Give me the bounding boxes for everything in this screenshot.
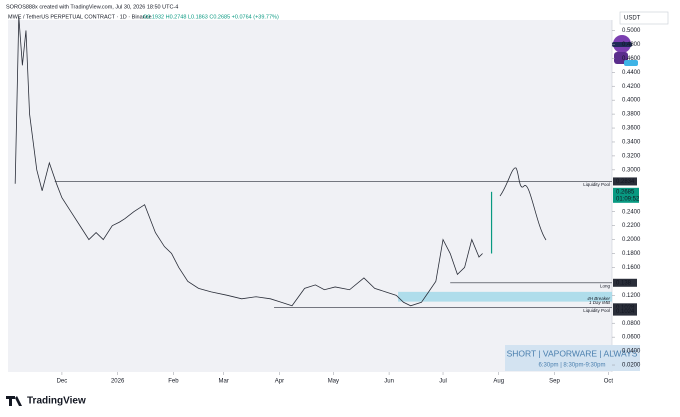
price-tag	[613, 307, 637, 316]
price-tag	[613, 177, 637, 186]
level-label: Liquidity Pool	[583, 308, 610, 313]
x-tick-label: May	[328, 379, 339, 385]
x-tick-label: Jul	[439, 379, 447, 385]
note-title: SHORT | VAPORWARE | ALWAYS	[507, 348, 638, 358]
y-tick-label: 0.3800	[622, 112, 641, 118]
level-label: Long	[600, 283, 611, 288]
currency: USDT	[624, 16, 641, 22]
brand-logo	[6, 396, 22, 406]
plot-area	[8, 20, 612, 372]
y-tick-label: 0.1600	[622, 265, 641, 271]
projection-path	[499, 167, 547, 241]
last-price: 0.2685	[616, 189, 635, 195]
zone-label: 1 Day IMB	[589, 300, 610, 305]
y-tick-label: 0.3600	[622, 126, 641, 132]
x-tick-label: Apr	[275, 379, 284, 385]
x-tick-label: Oct	[604, 379, 614, 385]
price-tag-label: 0.2834	[616, 179, 635, 185]
y-tick-label: 0.3000	[622, 167, 641, 173]
zone	[398, 291, 612, 302]
currency-box	[619, 11, 669, 25]
y-tick-label: 0.3200	[622, 153, 641, 159]
price-line	[14, 16, 483, 307]
y-tick-label: 0.4600	[622, 56, 641, 62]
symbol: MWE / TetherUS PERPETUAL CONTRACT · 1D ·…	[8, 14, 152, 20]
price-tag	[613, 303, 637, 312]
y-tick-label: 0.3400	[622, 140, 641, 146]
countdown: 01:09:52	[616, 196, 640, 202]
x-tick-label: Sep	[549, 379, 560, 385]
y-tick-label: 0.0400	[622, 349, 641, 355]
x-tick-label: 2026	[111, 379, 125, 385]
credit: SOROS888x created with TradingView.com, …	[6, 4, 178, 10]
y-tick-label: 0.0600	[622, 335, 641, 341]
x-tick-label: Mar	[219, 379, 229, 385]
y-tick-label: 0.2200	[622, 223, 641, 229]
x-tick-label: Aug	[493, 379, 504, 385]
y-tick-label: 0.0800	[622, 321, 641, 327]
y-tick-label: 0.1200	[622, 293, 641, 299]
price-tag-label: 0.138	[616, 280, 632, 286]
note-times: 6:30pm | 8:30pm-9:30pm	[539, 363, 606, 369]
level-label: Liquidity Pool	[583, 182, 610, 187]
y-tick-label: 0.2000	[622, 237, 641, 243]
price-tag-label: 0.1024	[616, 309, 635, 315]
x-tick-label: Jun	[384, 379, 394, 385]
y-tick-label: 0.5000	[622, 28, 641, 34]
y-tick-label: 0.4200	[622, 84, 641, 90]
last-tag	[613, 187, 639, 203]
note-box	[505, 345, 640, 371]
y-tick-label: 0.4400	[622, 70, 641, 76]
x-tick-label: Feb	[168, 379, 179, 385]
y-tick-label: 0.4800	[622, 42, 641, 48]
ohlc: O0.1932 H0.2748 L0.1863 C0.2685 +0.0764 …	[143, 14, 279, 20]
y-tick-label: 0.4000	[622, 98, 641, 104]
x-tick-label: Dec	[57, 379, 68, 385]
zone-label: 4H Breaker	[587, 296, 610, 301]
y-tick-label: 0.0200	[622, 363, 641, 369]
y-tick-label: 0.2400	[622, 209, 641, 215]
price-tag	[613, 278, 637, 287]
brand: TradingView	[27, 396, 86, 407]
avatar	[612, 35, 638, 66]
y-tick-label: 0.1800	[622, 251, 641, 257]
